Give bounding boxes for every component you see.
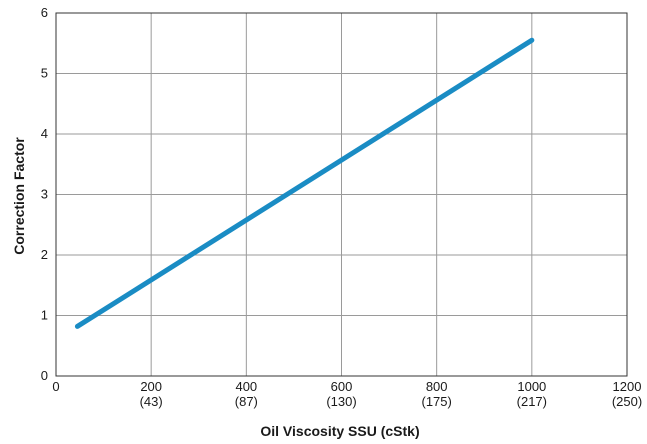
x-tick-label: 400	[235, 379, 257, 394]
y-tick-label: 4	[41, 126, 48, 141]
x-tick-sublabel: (87)	[235, 394, 258, 409]
x-tick-label: 200	[140, 379, 162, 394]
x-axis-title: Oil Viscosity SSU (cStk)	[260, 423, 419, 439]
y-tick-label: 1	[41, 308, 48, 323]
y-tick-label: 0	[41, 368, 48, 383]
x-tick-sublabel: (175)	[421, 394, 451, 409]
x-tick-sublabel: (130)	[326, 394, 356, 409]
x-tick-label: 600	[331, 379, 353, 394]
y-tick-label: 6	[41, 5, 48, 20]
y-tick-label: 2	[41, 247, 48, 262]
y-tick-label: 5	[41, 66, 48, 81]
x-tick-sublabel: (217)	[517, 394, 547, 409]
y-tick-label: 3	[41, 187, 48, 202]
x-tick-label: 1200	[613, 379, 642, 394]
x-tick-label: 800	[426, 379, 448, 394]
x-tick-sublabel: (43)	[140, 394, 163, 409]
series-line	[74, 37, 535, 329]
plot-frame	[55, 12, 628, 377]
x-tick-label: 1000	[517, 379, 546, 394]
x-tick-label: 0	[52, 379, 59, 394]
x-tick-sublabel: (250)	[612, 394, 642, 409]
y-axis-title: Correction Factor	[11, 137, 27, 255]
